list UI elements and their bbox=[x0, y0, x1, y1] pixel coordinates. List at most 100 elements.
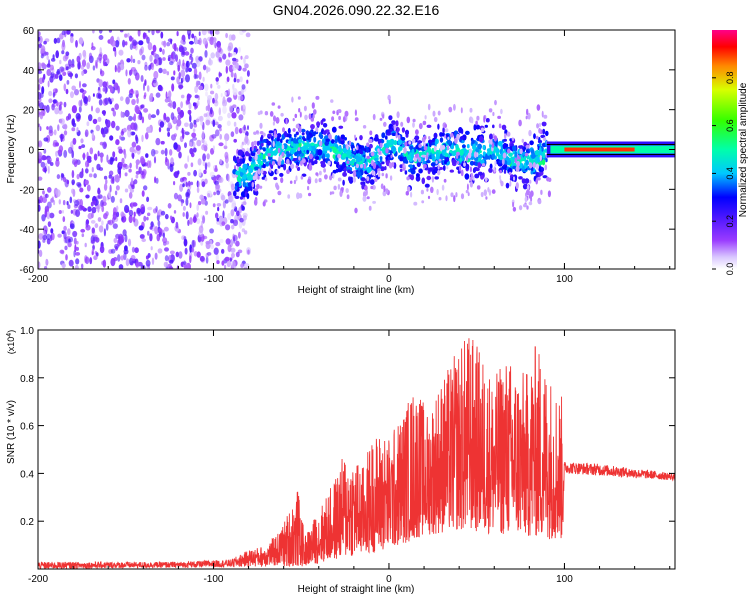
spectrogram-band-blob bbox=[310, 124, 315, 130]
spectrogram-band-blob bbox=[401, 137, 406, 141]
spectrogram-halo-blob bbox=[537, 177, 541, 181]
spectrogram-band-blob bbox=[260, 136, 263, 142]
spectrogram-halo-blob bbox=[290, 163, 295, 170]
spectrogram-noise-blob bbox=[162, 57, 166, 61]
spectrogram-noise-blob bbox=[156, 108, 160, 116]
spectrogram-halo-blob bbox=[400, 121, 404, 127]
spectrogram-band-blob bbox=[402, 158, 408, 164]
spectrogram-halo-blob bbox=[374, 178, 378, 182]
spectrogram-noise-blob bbox=[102, 81, 107, 88]
spectrogram-halo-blob bbox=[286, 158, 290, 165]
spectrogram-noise-blob bbox=[63, 83, 67, 92]
spectrogram-noise-blob bbox=[210, 244, 215, 250]
spectrogram-noise-blob bbox=[192, 137, 198, 141]
spectrogram-band-blob bbox=[473, 124, 477, 131]
spectrogram-band-blob bbox=[475, 148, 480, 153]
spectrogram-noise-blob bbox=[44, 265, 48, 269]
spectrogram-band-blob bbox=[464, 173, 470, 180]
spectrogram-halo-blob bbox=[508, 171, 512, 176]
spectrogram-band-blob bbox=[276, 133, 282, 138]
spectrogram-noise-blob bbox=[136, 97, 139, 104]
spectrogram-band-blob bbox=[260, 154, 264, 160]
spectrogram-noise-blob bbox=[75, 258, 80, 265]
spectrogram-noise-blob bbox=[129, 162, 132, 169]
spectrogram-band-blob bbox=[538, 166, 542, 172]
spectrogram-noise-blob bbox=[103, 183, 108, 191]
spectrogram-halo-blob bbox=[443, 178, 447, 183]
spectrogram-band-blob bbox=[242, 163, 248, 170]
spectrogram-noise-blob bbox=[165, 116, 170, 123]
spectrogram-noise-blob bbox=[218, 71, 221, 78]
spectrogram-noise-blob bbox=[70, 209, 74, 214]
spectrogram-noise-blob bbox=[205, 256, 209, 264]
spectrogram-halo-blob bbox=[319, 140, 323, 147]
spectrogram-noise-blob bbox=[52, 91, 56, 98]
spectrogram-noise-blob bbox=[230, 131, 235, 138]
spectrogram-halo-blob bbox=[257, 148, 261, 155]
spectrogram-band-blob bbox=[322, 130, 327, 135]
spectrogram-noise-blob bbox=[165, 91, 168, 100]
spectrogram-noise-blob bbox=[89, 147, 94, 155]
spectrogram-halo-blob bbox=[415, 129, 419, 136]
spectrogram-noise-blob bbox=[56, 174, 61, 180]
spectrogram-band-blob bbox=[241, 205, 245, 211]
spectrogram-band-blob bbox=[501, 124, 507, 130]
spectrogram-band-blob bbox=[283, 163, 287, 171]
spectrogram-noise-blob bbox=[58, 199, 61, 205]
spectrogram-noise-blob bbox=[238, 46, 241, 53]
spectrogram-halo-blob bbox=[444, 123, 448, 128]
spectrogram-band-blob bbox=[381, 161, 385, 165]
spectrogram-halo-blob bbox=[254, 188, 258, 192]
spectrogram-band-blob bbox=[383, 143, 387, 148]
colorbar-ticks: 0.0 0.2 0.4 0.6 0.8 bbox=[712, 72, 735, 275]
spectrogram-halo-blob bbox=[297, 147, 301, 152]
spectrogram-noise-blob bbox=[97, 150, 100, 157]
spectrogram-noise-blob bbox=[109, 184, 112, 193]
spectrogram-noise-blob bbox=[88, 173, 93, 178]
spectrogram-noise-blob bbox=[176, 30, 179, 37]
spectrogram-noise-blob bbox=[118, 49, 124, 56]
spectrogram-ytick-label: -60 bbox=[20, 265, 35, 276]
spectrogram-noise-blob bbox=[227, 244, 232, 253]
spectrogram-halo-blob bbox=[323, 168, 326, 173]
spectrogram-band-blob bbox=[524, 178, 530, 184]
spectrogram-halo-blob bbox=[529, 179, 532, 184]
spectrogram-band-blob bbox=[465, 130, 470, 135]
spectrogram-noise-blob bbox=[170, 112, 175, 121]
spectrogram-noise-blob bbox=[233, 138, 237, 143]
spectrogram-noise-blob bbox=[114, 103, 119, 110]
spectrogram-noise-blob bbox=[231, 112, 237, 119]
spectrogram-noise-blob bbox=[176, 118, 182, 127]
spectrogram-band-blob bbox=[387, 154, 390, 158]
spectrogram-band-blob bbox=[332, 154, 336, 159]
spectrogram-noise-blob bbox=[114, 243, 119, 250]
spectrogram-halo-blob bbox=[512, 176, 516, 181]
spectrogram-halo-blob bbox=[366, 142, 370, 148]
spectrogram-noise-blob bbox=[201, 30, 207, 36]
spectrogram-noise-blob bbox=[41, 86, 45, 95]
spectrogram-halo-blob bbox=[344, 110, 349, 117]
spectrogram-band-blob bbox=[319, 132, 322, 136]
spectrogram-band-blob bbox=[474, 161, 478, 166]
spectrogram-noise-blob bbox=[221, 221, 226, 227]
spectrogram-band-blob bbox=[276, 136, 280, 143]
spectrogram-noise-blob bbox=[238, 231, 241, 239]
spectrogram-noise-blob bbox=[102, 54, 108, 61]
spectrogram-noise-blob bbox=[178, 81, 183, 90]
spectrogram-noise-blob bbox=[173, 181, 176, 186]
spectrogram-noise-blob bbox=[180, 94, 185, 99]
spectrogram-noise-blob bbox=[186, 60, 189, 69]
spectrogram-noise-blob bbox=[74, 73, 78, 79]
spectrogram-halo-blob bbox=[298, 193, 303, 199]
spectrogram-noise-blob bbox=[195, 80, 199, 88]
spectrogram-band-blob bbox=[487, 150, 490, 156]
spectrogram-noise-blob bbox=[153, 70, 159, 80]
snr-scale-label: (x104) bbox=[6, 330, 16, 354]
spectrogram-noise-blob bbox=[182, 46, 187, 52]
spectrogram-noise-blob bbox=[210, 52, 215, 59]
snr-xtick-label: 0 bbox=[386, 574, 392, 585]
spectrogram-noise-blob bbox=[38, 140, 43, 148]
spectrogram-noise-blob bbox=[194, 94, 199, 99]
spectrogram-noise-blob bbox=[167, 122, 172, 129]
spectrogram-noise-blob bbox=[217, 124, 222, 129]
